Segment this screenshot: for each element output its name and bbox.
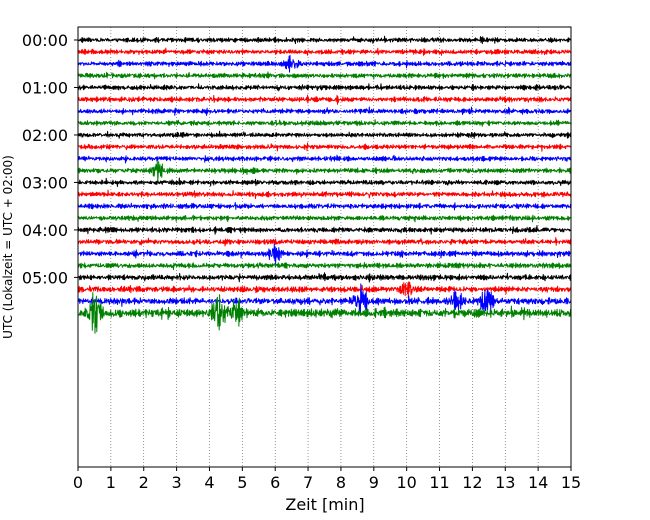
seismic-trace <box>77 71 572 80</box>
y-tick-label: 02:00 <box>22 126 68 145</box>
y-tick-label: 05:00 <box>22 268 68 287</box>
seismic-trace <box>77 283 572 314</box>
vertical-gridlines <box>110 27 539 467</box>
x-tick-label: 6 <box>270 473 280 492</box>
y-tick-label: 03:00 <box>22 173 68 192</box>
seismic-trace <box>77 154 572 164</box>
seismic-trace <box>77 54 572 73</box>
seismic-trace <box>77 202 572 211</box>
x-tick-label: 13 <box>495 473 515 492</box>
y-tick-label: 04:00 <box>22 221 68 240</box>
seismic-trace <box>77 272 572 283</box>
seismic-trace <box>77 262 572 271</box>
x-axis-label: Zeit [min] <box>285 495 364 514</box>
seismic-trace <box>77 281 572 299</box>
seismic-trace <box>77 119 572 127</box>
x-tick-label: 7 <box>303 473 313 492</box>
seismic-trace <box>77 177 572 187</box>
x-tick-label: 1 <box>106 473 116 492</box>
seismic-trace <box>77 142 572 152</box>
x-tick-label: 3 <box>172 473 182 492</box>
x-tick-label: 2 <box>139 473 149 492</box>
x-tick-label: 0 <box>73 473 83 492</box>
seismic-trace <box>77 160 572 183</box>
x-tick-label: 4 <box>204 473 214 492</box>
seismic-trace <box>77 83 572 92</box>
seismic-trace <box>77 47 572 56</box>
x-tick-label: 12 <box>462 473 482 492</box>
seismic-trace <box>77 225 572 235</box>
seismic-trace <box>77 292 572 334</box>
seismic-trace <box>77 130 572 139</box>
seismic-trace <box>77 106 572 116</box>
y-tick-label: 00:00 <box>22 31 68 50</box>
x-tick-label: 5 <box>237 473 247 492</box>
x-tick-label: 15 <box>561 473 581 492</box>
y-tick-label: 01:00 <box>22 78 68 97</box>
x-tick-label: 14 <box>528 473 548 492</box>
plot-area-frame <box>77 26 572 468</box>
seismic-trace <box>77 243 572 265</box>
x-tick-label: 11 <box>429 473 449 492</box>
x-tick-label: 8 <box>336 473 346 492</box>
seismic-trace <box>77 35 572 45</box>
seismic-trace <box>77 189 572 199</box>
seismic-trace <box>77 94 572 105</box>
seismic-trace <box>77 214 572 223</box>
x-tick-label: 10 <box>396 473 416 492</box>
x-tick-label: 9 <box>369 473 379 492</box>
seismic-traces <box>77 35 572 334</box>
seismic-trace <box>77 237 572 247</box>
x-axis-ticks: 0 1 2 3 4 5 6 7 8 9 10 11 12 13 14 15 <box>73 467 581 492</box>
y-axis-ticks: 00:00 01:00 02:00 03:00 04:00 05:00 <box>22 31 78 287</box>
y-axis-label: UTC (Lokalzeit = UTC + 02:00) <box>1 155 15 339</box>
